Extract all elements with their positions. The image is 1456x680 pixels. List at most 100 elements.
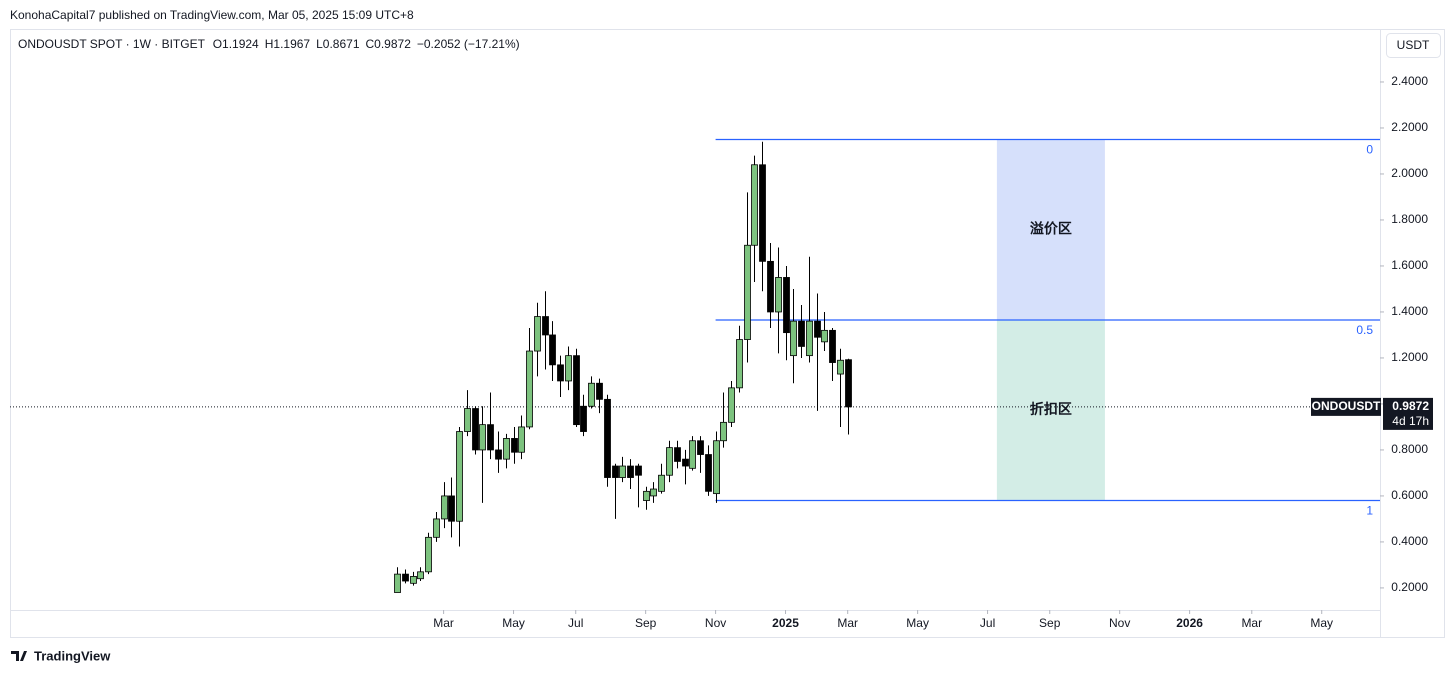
x-tick-label: 2026 bbox=[1176, 616, 1203, 630]
currency: USDT bbox=[1397, 38, 1430, 52]
candle-body bbox=[697, 440, 704, 455]
y-tick-label: 2.0000 bbox=[1391, 166, 1428, 180]
candle-body bbox=[798, 320, 805, 347]
candle-body bbox=[487, 424, 494, 451]
y-tick-label: 0.2000 bbox=[1391, 580, 1428, 594]
x-tick-label: Sep bbox=[635, 616, 657, 630]
y-tick-label: 1.2000 bbox=[1391, 350, 1428, 364]
x-tick-label: Mar bbox=[1241, 616, 1262, 630]
ohlc-value: 0.8671 bbox=[323, 37, 360, 51]
candle-body bbox=[472, 408, 479, 451]
candle-body bbox=[790, 320, 797, 357]
legend: ONDOUSDT SPOT · 1W · BITGET O1.1924 H1.196… bbox=[18, 37, 520, 51]
x-tick-label: Jul bbox=[568, 616, 583, 630]
zone bbox=[996, 139, 1105, 320]
x-tick-label: 2025 bbox=[772, 616, 799, 630]
candle-body bbox=[705, 454, 712, 492]
candle-body bbox=[666, 447, 673, 476]
ohlc-value: 1.1967 bbox=[273, 37, 310, 51]
logo-icon bbox=[11, 651, 27, 661]
legend-text: ONDOUSDT SPOT · 1W · BITGET O1.1924 H1.196… bbox=[18, 37, 520, 51]
candle-body bbox=[580, 405, 587, 432]
x-tick-label: May bbox=[906, 616, 929, 630]
y-tick-label: 2.2000 bbox=[1391, 120, 1428, 134]
candle-body bbox=[503, 438, 510, 460]
candle-body bbox=[814, 320, 821, 338]
y-tick-label: 2.4000 bbox=[1391, 74, 1428, 88]
brand: TradingView bbox=[34, 648, 111, 663]
candle-body bbox=[837, 359, 844, 375]
x-tick-label: Jul bbox=[980, 616, 995, 630]
candle-body bbox=[604, 398, 611, 478]
x-tick-label: May bbox=[502, 616, 525, 630]
symbol-tag bbox=[1311, 397, 1381, 416]
fib-label: 0.5 bbox=[1356, 323, 1373, 337]
candle-body bbox=[448, 495, 455, 522]
candle-body bbox=[821, 329, 828, 343]
fib-label: 0 bbox=[1366, 143, 1373, 157]
published-line: KonohaCapital7 published on TradingView.… bbox=[10, 8, 414, 22]
y-tick-label: 1.8000 bbox=[1391, 212, 1428, 226]
x-tick-label: May bbox=[1310, 616, 1333, 630]
zone bbox=[996, 320, 1105, 501]
candle-body bbox=[557, 364, 564, 382]
candle-body bbox=[534, 316, 541, 352]
candle-body bbox=[464, 408, 471, 432]
candle-body bbox=[845, 359, 852, 408]
y-tick-label: 0.6000 bbox=[1391, 488, 1428, 502]
candle-body bbox=[759, 164, 766, 262]
candle-body bbox=[829, 329, 836, 363]
candle-body bbox=[417, 571, 424, 580]
ohlc-letter: H bbox=[265, 37, 274, 51]
chart-frame bbox=[10, 29, 1445, 638]
x-tick-label: Nov bbox=[1109, 616, 1130, 630]
price-tag bbox=[1383, 397, 1433, 430]
candle-body bbox=[526, 350, 533, 428]
change: −0.2052 (−17.21%) bbox=[417, 37, 520, 51]
candle-body bbox=[495, 449, 502, 460]
candle-body bbox=[682, 458, 689, 467]
ohlc-value: 0.9872 bbox=[374, 37, 411, 51]
candle-body bbox=[713, 440, 720, 495]
candle-body bbox=[751, 164, 758, 246]
y-tick-label: 1.4000 bbox=[1391, 304, 1428, 318]
ohlc-letter: C bbox=[366, 37, 375, 51]
price-tag-label: 0.9872 bbox=[1392, 399, 1429, 413]
ohlc-letter: O bbox=[213, 37, 222, 51]
fib-label: 1 bbox=[1366, 504, 1373, 518]
candle-body bbox=[479, 424, 486, 451]
currency-button[interactable] bbox=[1386, 33, 1441, 58]
candle-body bbox=[518, 426, 525, 453]
y-tick-label: 1.6000 bbox=[1391, 258, 1428, 272]
candle-body bbox=[806, 320, 813, 357]
candle-body bbox=[783, 277, 790, 334]
candle-body bbox=[441, 495, 448, 520]
candle-body bbox=[549, 334, 556, 366]
y-tick-label: 0.8000 bbox=[1391, 442, 1428, 456]
plot: 0.20000.40000.60000.80001.00001.20001.40… bbox=[10, 74, 1433, 630]
candle-body bbox=[689, 440, 696, 469]
candle-body bbox=[728, 387, 735, 423]
candle-body bbox=[643, 490, 650, 501]
candle-body bbox=[394, 573, 401, 593]
x-tick-label: Mar bbox=[433, 616, 454, 630]
candle-body bbox=[627, 465, 634, 478]
candle-body bbox=[511, 438, 518, 453]
x-tick-label: Nov bbox=[705, 616, 726, 630]
candle-body bbox=[658, 474, 665, 492]
countdown: 4d 17h bbox=[1392, 414, 1429, 428]
candle-body bbox=[565, 355, 572, 382]
candle-body bbox=[720, 421, 727, 442]
footer-logo: TradingView bbox=[11, 648, 111, 663]
candle-body bbox=[573, 355, 580, 426]
y-tick-label: 0.4000 bbox=[1391, 534, 1428, 548]
symbol: ONDOUSDT SPOT · 1W · BITGET bbox=[18, 37, 206, 51]
candle-body bbox=[635, 465, 642, 476]
x-tick-label: Mar bbox=[837, 616, 858, 630]
candle-body bbox=[425, 536, 432, 573]
candle-body bbox=[744, 244, 751, 340]
zone-label: 折扣区 bbox=[1030, 401, 1072, 417]
candle-body bbox=[775, 277, 782, 313]
